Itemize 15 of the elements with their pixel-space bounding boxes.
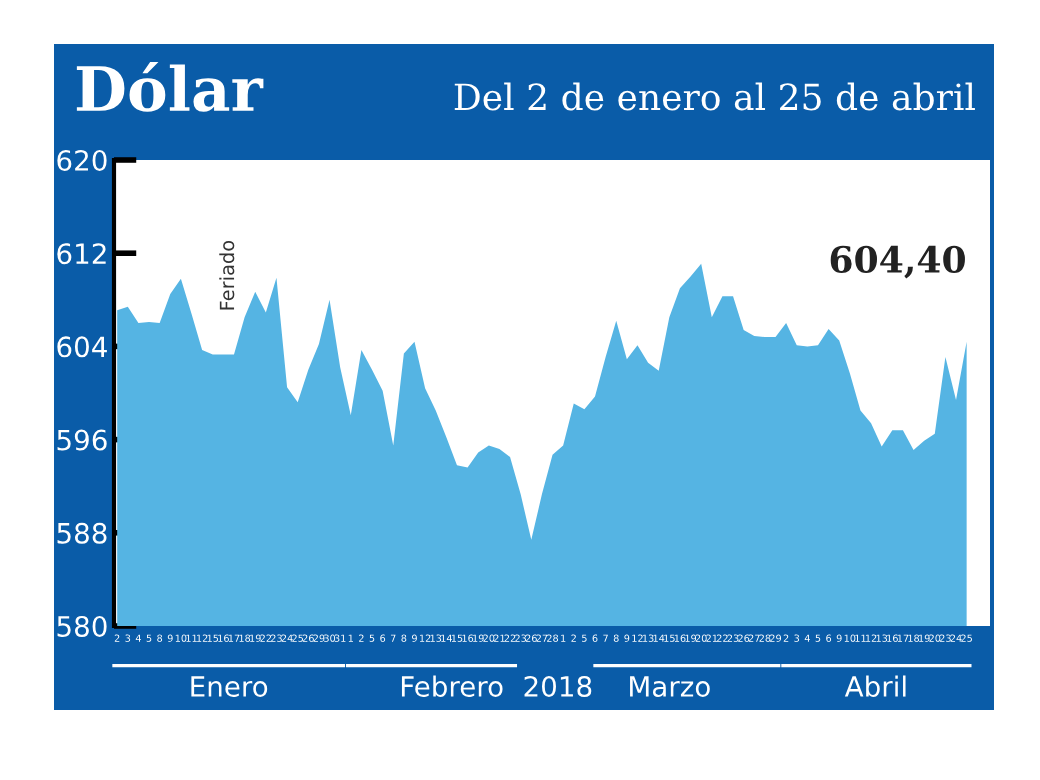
y-tick-label: 588: [57, 522, 107, 544]
y-tick-label: 612: [57, 243, 106, 265]
text: 2018: [524, 675, 592, 697]
text: Marzo: [630, 676, 710, 697]
chart-title: Dólar: [76, 61, 264, 112]
text: Febrero: [401, 675, 503, 697]
annotation: Feriado: [219, 240, 235, 310]
text: Enero: [191, 676, 268, 697]
annotation: 604,40: [830, 245, 965, 279]
y-tick-label: 596: [57, 429, 107, 451]
y-tick-label: 604: [57, 336, 107, 358]
chart-subtitle: Del 2 de enero al 25 de abril: [454, 82, 975, 111]
y-tick-label: 620: [57, 149, 107, 171]
text: Abril: [844, 675, 906, 697]
y-tick-label: 580: [57, 615, 107, 637]
